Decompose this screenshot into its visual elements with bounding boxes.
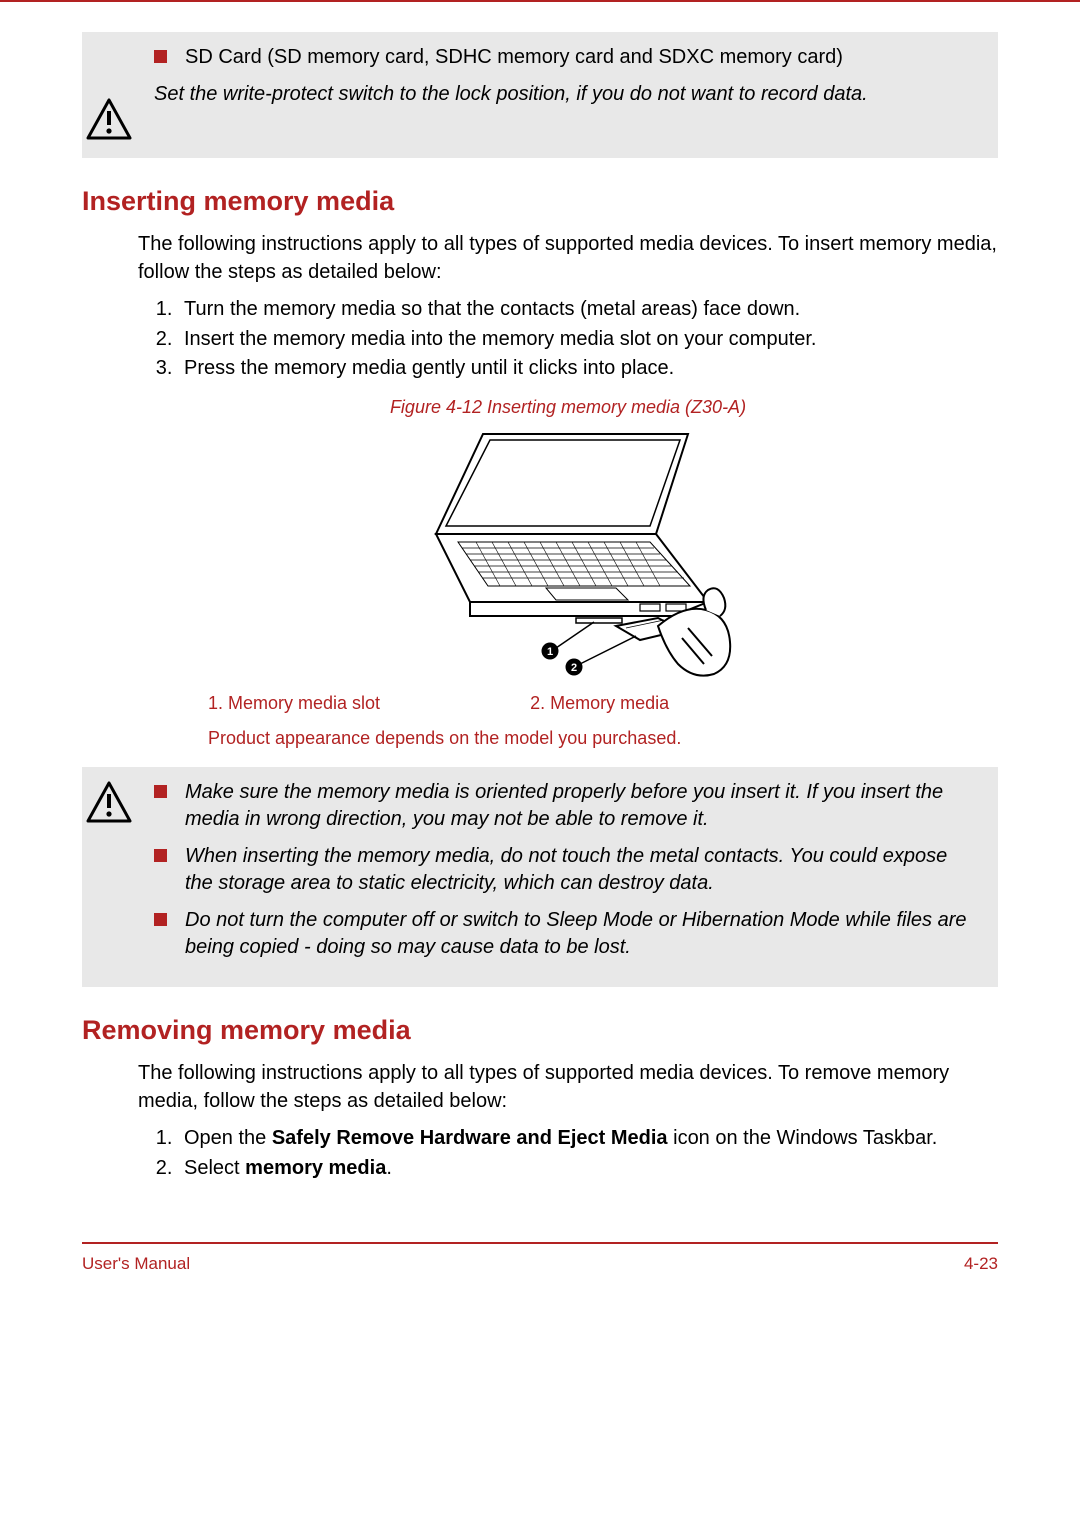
section1-steps: Turn the memory media so that the contac… xyxy=(138,296,998,383)
warning-box-2: Make sure the memory media is oriented p… xyxy=(82,767,998,987)
step-item: Select memory media. xyxy=(178,1155,998,1183)
warning-icon xyxy=(82,96,136,140)
legend-item-1: 1. Memory media slot xyxy=(208,693,380,714)
warn1-italic-text: Set the write-protect switch to the lock… xyxy=(154,81,980,108)
footer-right: 4-23 xyxy=(964,1254,998,1274)
figure-note: Product appearance depends on the model … xyxy=(208,728,998,749)
legend-item-2: 2. Memory media xyxy=(530,693,669,714)
svg-text:1: 1 xyxy=(547,646,553,658)
section1-title: Inserting memory media xyxy=(82,186,998,217)
warn2-bullet-2: When inserting the memory media, do not … xyxy=(185,843,980,897)
step-item: Insert the memory media into the memory … xyxy=(178,326,998,354)
figure-caption: Figure 4-12 Inserting memory media (Z30-… xyxy=(138,397,998,418)
warn1-bullet-text: SD Card (SD memory card, SDHC memory car… xyxy=(185,44,843,71)
section2-title: Removing memory media xyxy=(82,1015,998,1046)
bullet-icon xyxy=(154,849,167,862)
footer-left: User's Manual xyxy=(82,1254,190,1274)
figure-illustration: 1 2 xyxy=(138,426,998,681)
step-item: Turn the memory media so that the contac… xyxy=(178,296,998,324)
warn2-bullet-3: Do not turn the computer off or switch t… xyxy=(185,907,980,961)
step-item: Press the memory media gently until it c… xyxy=(178,355,998,383)
page-footer: User's Manual 4-23 xyxy=(82,1242,998,1274)
bullet-icon xyxy=(154,913,167,926)
section2-intro: The following instructions apply to all … xyxy=(138,1060,998,1115)
figure-legend: 1. Memory media slot 2. Memory media xyxy=(208,693,998,714)
section2-steps: Open the Safely Remove Hardware and Ejec… xyxy=(138,1125,998,1182)
svg-text:2: 2 xyxy=(571,662,577,674)
bullet-icon xyxy=(154,785,167,798)
manual-page: SD Card (SD memory card, SDHC memory car… xyxy=(0,0,1080,1294)
step-item: Open the Safely Remove Hardware and Ejec… xyxy=(178,1125,998,1153)
warning-icon xyxy=(82,779,136,823)
warning-content-2: Make sure the memory media is oriented p… xyxy=(154,779,980,965)
warning-box-1: SD Card (SD memory card, SDHC memory car… xyxy=(82,32,998,158)
warn2-bullet-1: Make sure the memory media is oriented p… xyxy=(185,779,980,833)
warning-content-1: SD Card (SD memory card, SDHC memory car… xyxy=(154,44,980,108)
section1-intro: The following instructions apply to all … xyxy=(138,231,998,286)
bullet-icon xyxy=(154,50,167,63)
